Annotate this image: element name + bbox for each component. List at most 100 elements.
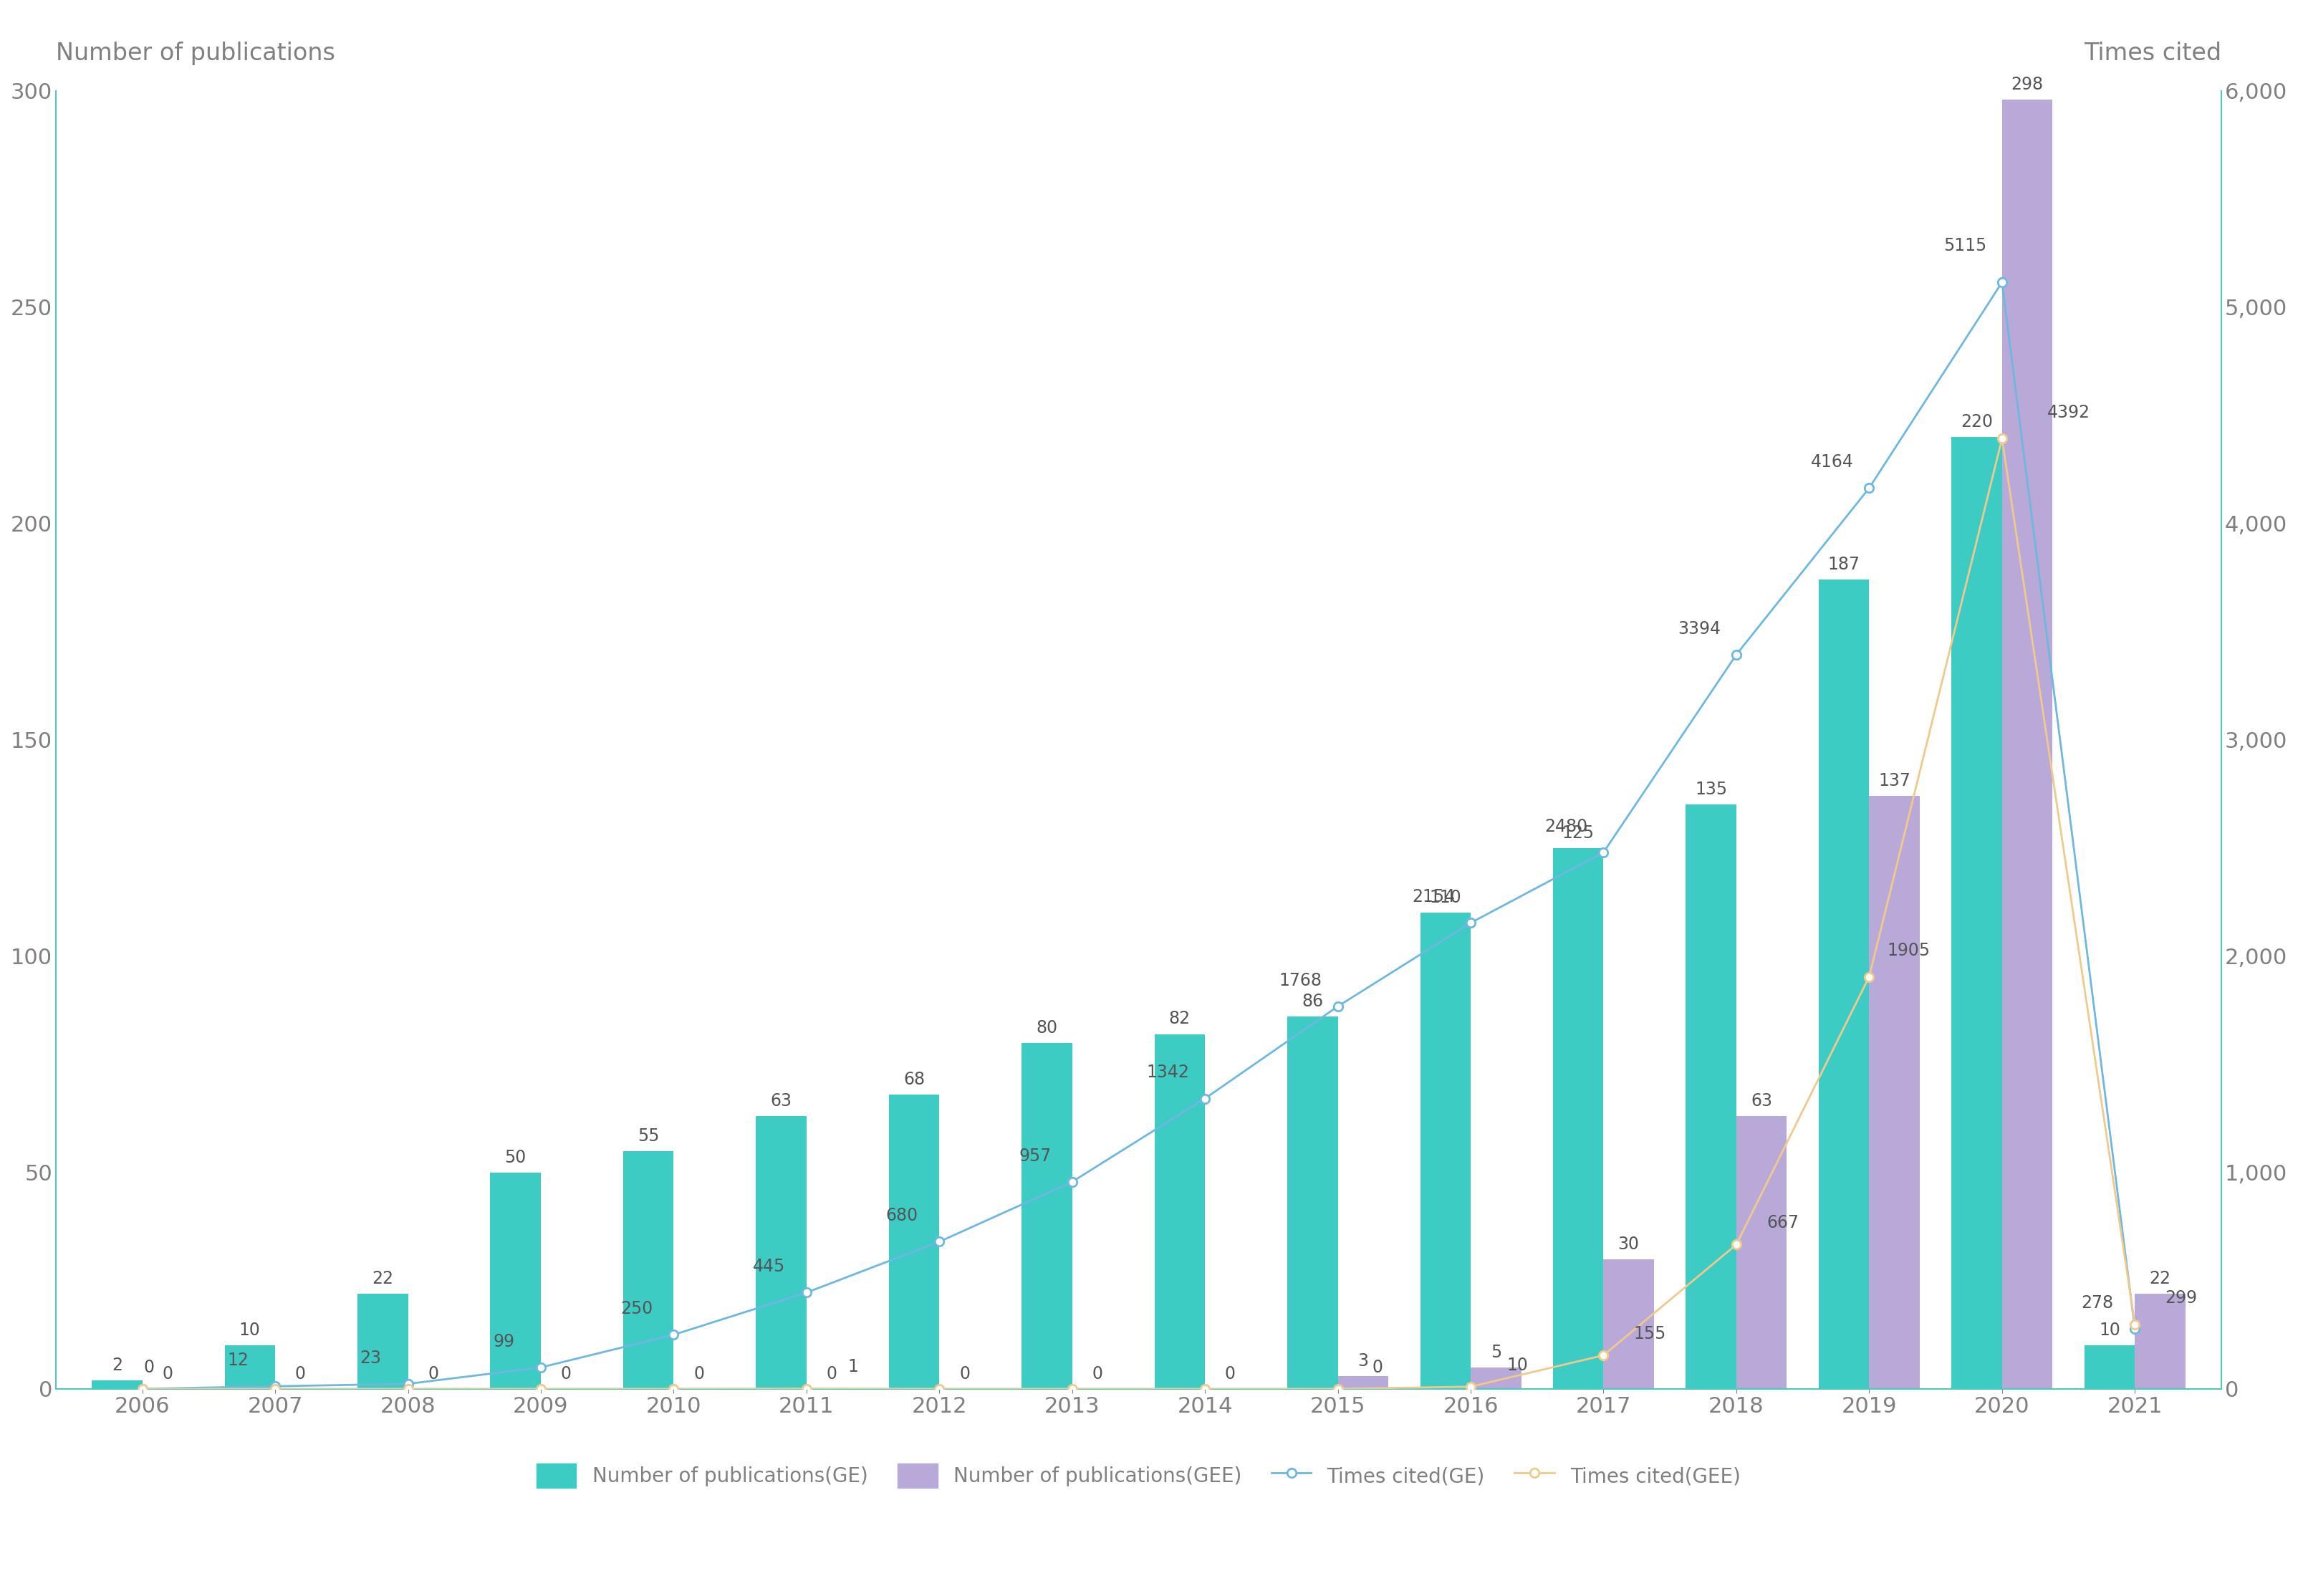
Text: 0: 0 [294,1365,306,1382]
Times cited(GEE) [129,1379,156,1398]
Text: 10: 10 [1507,1357,1528,1374]
Text: 4164: 4164 [1811,453,1854,471]
Text: 0: 0 [561,1365,572,1382]
Times cited(GEE) [1324,1379,1351,1398]
Text: 0: 0 [827,1365,836,1382]
Bar [2002,99,2052,1389]
Text: 0: 0 [427,1365,439,1382]
Text: 80: 80 [1036,1018,1057,1036]
Text: Number of publications: Number of publications [55,41,336,65]
Text: 0: 0 [163,1365,172,1382]
Bar [1818,579,1868,1389]
Bar [92,1381,142,1389]
Bar [1951,437,2002,1389]
Bar [1868,796,1919,1389]
Text: 3394: 3394 [1678,621,1721,637]
Text: 445: 445 [754,1258,786,1275]
Bar [2135,1294,2185,1389]
Text: 1342: 1342 [1147,1065,1190,1080]
Times cited(GEE) [262,1379,290,1398]
Bar [489,1173,540,1389]
Times cited(GEE) [660,1379,687,1398]
Text: 22: 22 [2149,1270,2172,1286]
Text: 137: 137 [1877,772,1910,790]
Text: 0: 0 [694,1365,703,1382]
Text: 0: 0 [142,1358,154,1376]
Bar [1553,847,1604,1389]
Text: 4392: 4392 [2048,404,2089,421]
Times cited(GEE) [1059,1379,1087,1398]
Text: 0: 0 [1092,1365,1103,1382]
Text: 667: 667 [1767,1215,1799,1232]
Text: 63: 63 [1751,1093,1772,1109]
Times cited(GEE) [1457,1377,1485,1396]
Text: 187: 187 [1827,555,1859,573]
Text: 2480: 2480 [1544,817,1588,835]
Times cited(GEE) [526,1379,554,1398]
Text: 82: 82 [1170,1010,1190,1028]
Text: 22: 22 [372,1270,393,1286]
Times cited(GE) [395,1374,423,1393]
Bar [1023,1042,1073,1389]
Text: 110: 110 [1429,889,1462,907]
Times cited(GEE) [1854,967,1882,986]
Bar [358,1294,409,1389]
Text: 23: 23 [361,1349,381,1366]
Text: 68: 68 [903,1071,924,1088]
Times cited(GE) [2121,1320,2149,1339]
Text: 0: 0 [958,1365,970,1382]
Times cited(GEE) [395,1379,423,1398]
Line: Times cited(GEE): Times cited(GEE) [138,434,2139,1393]
Text: 12: 12 [228,1352,248,1369]
Text: 5115: 5115 [1944,238,1985,254]
Text: 1905: 1905 [1887,942,1930,959]
Text: 10: 10 [239,1321,260,1339]
Text: 63: 63 [770,1093,793,1109]
Times cited(GEE) [1988,429,2015,448]
Bar [1337,1376,1388,1389]
Bar [1687,804,1737,1389]
Legend: Number of publications(GE), Number of publications(GEE), Times cited(GE), Times : Number of publications(GE), Number of pu… [529,1456,1749,1495]
Bar [623,1151,673,1389]
Text: 5: 5 [1491,1344,1501,1361]
Text: 0: 0 [1225,1365,1236,1382]
Times cited(GEE) [1724,1235,1751,1254]
Bar [1737,1116,1788,1389]
Text: 3: 3 [1358,1352,1367,1369]
Times cited(GE) [1854,479,1882,498]
Line: Times cited(GE): Times cited(GE) [138,278,2139,1393]
Text: 2154: 2154 [1411,889,1455,905]
Times cited(GE) [129,1379,156,1398]
Times cited(GE) [1324,998,1351,1017]
Times cited(GE) [926,1232,954,1251]
Text: 298: 298 [2011,77,2043,93]
Times cited(GE) [262,1377,290,1396]
Text: 299: 299 [2165,1290,2197,1307]
Times cited(GEE) [926,1379,954,1398]
Times cited(GEE) [2121,1315,2149,1334]
Times cited(GEE) [793,1379,820,1398]
Times cited(GEE) [1190,1379,1218,1398]
Text: 1: 1 [848,1358,857,1376]
Text: 50: 50 [506,1149,526,1167]
Text: 135: 135 [1696,780,1728,798]
Text: 86: 86 [1301,993,1324,1010]
Times cited(GE) [1590,843,1618,862]
Bar [1420,913,1471,1389]
Text: 125: 125 [1563,825,1595,841]
Times cited(GE) [660,1325,687,1344]
Text: 30: 30 [1618,1235,1638,1253]
Times cited(GE) [1457,913,1485,932]
Text: 0: 0 [1372,1358,1383,1376]
Text: 1768: 1768 [1280,972,1321,990]
Text: 2: 2 [113,1357,122,1374]
Text: 250: 250 [620,1301,653,1317]
Times cited(GE) [1059,1171,1087,1191]
Bar [889,1095,940,1389]
Bar [1471,1368,1521,1389]
Text: Times cited: Times cited [2084,41,2222,65]
Bar [225,1345,276,1389]
Times cited(GEE) [1590,1345,1618,1365]
Text: 957: 957 [1018,1148,1050,1165]
Text: 155: 155 [1634,1325,1666,1342]
